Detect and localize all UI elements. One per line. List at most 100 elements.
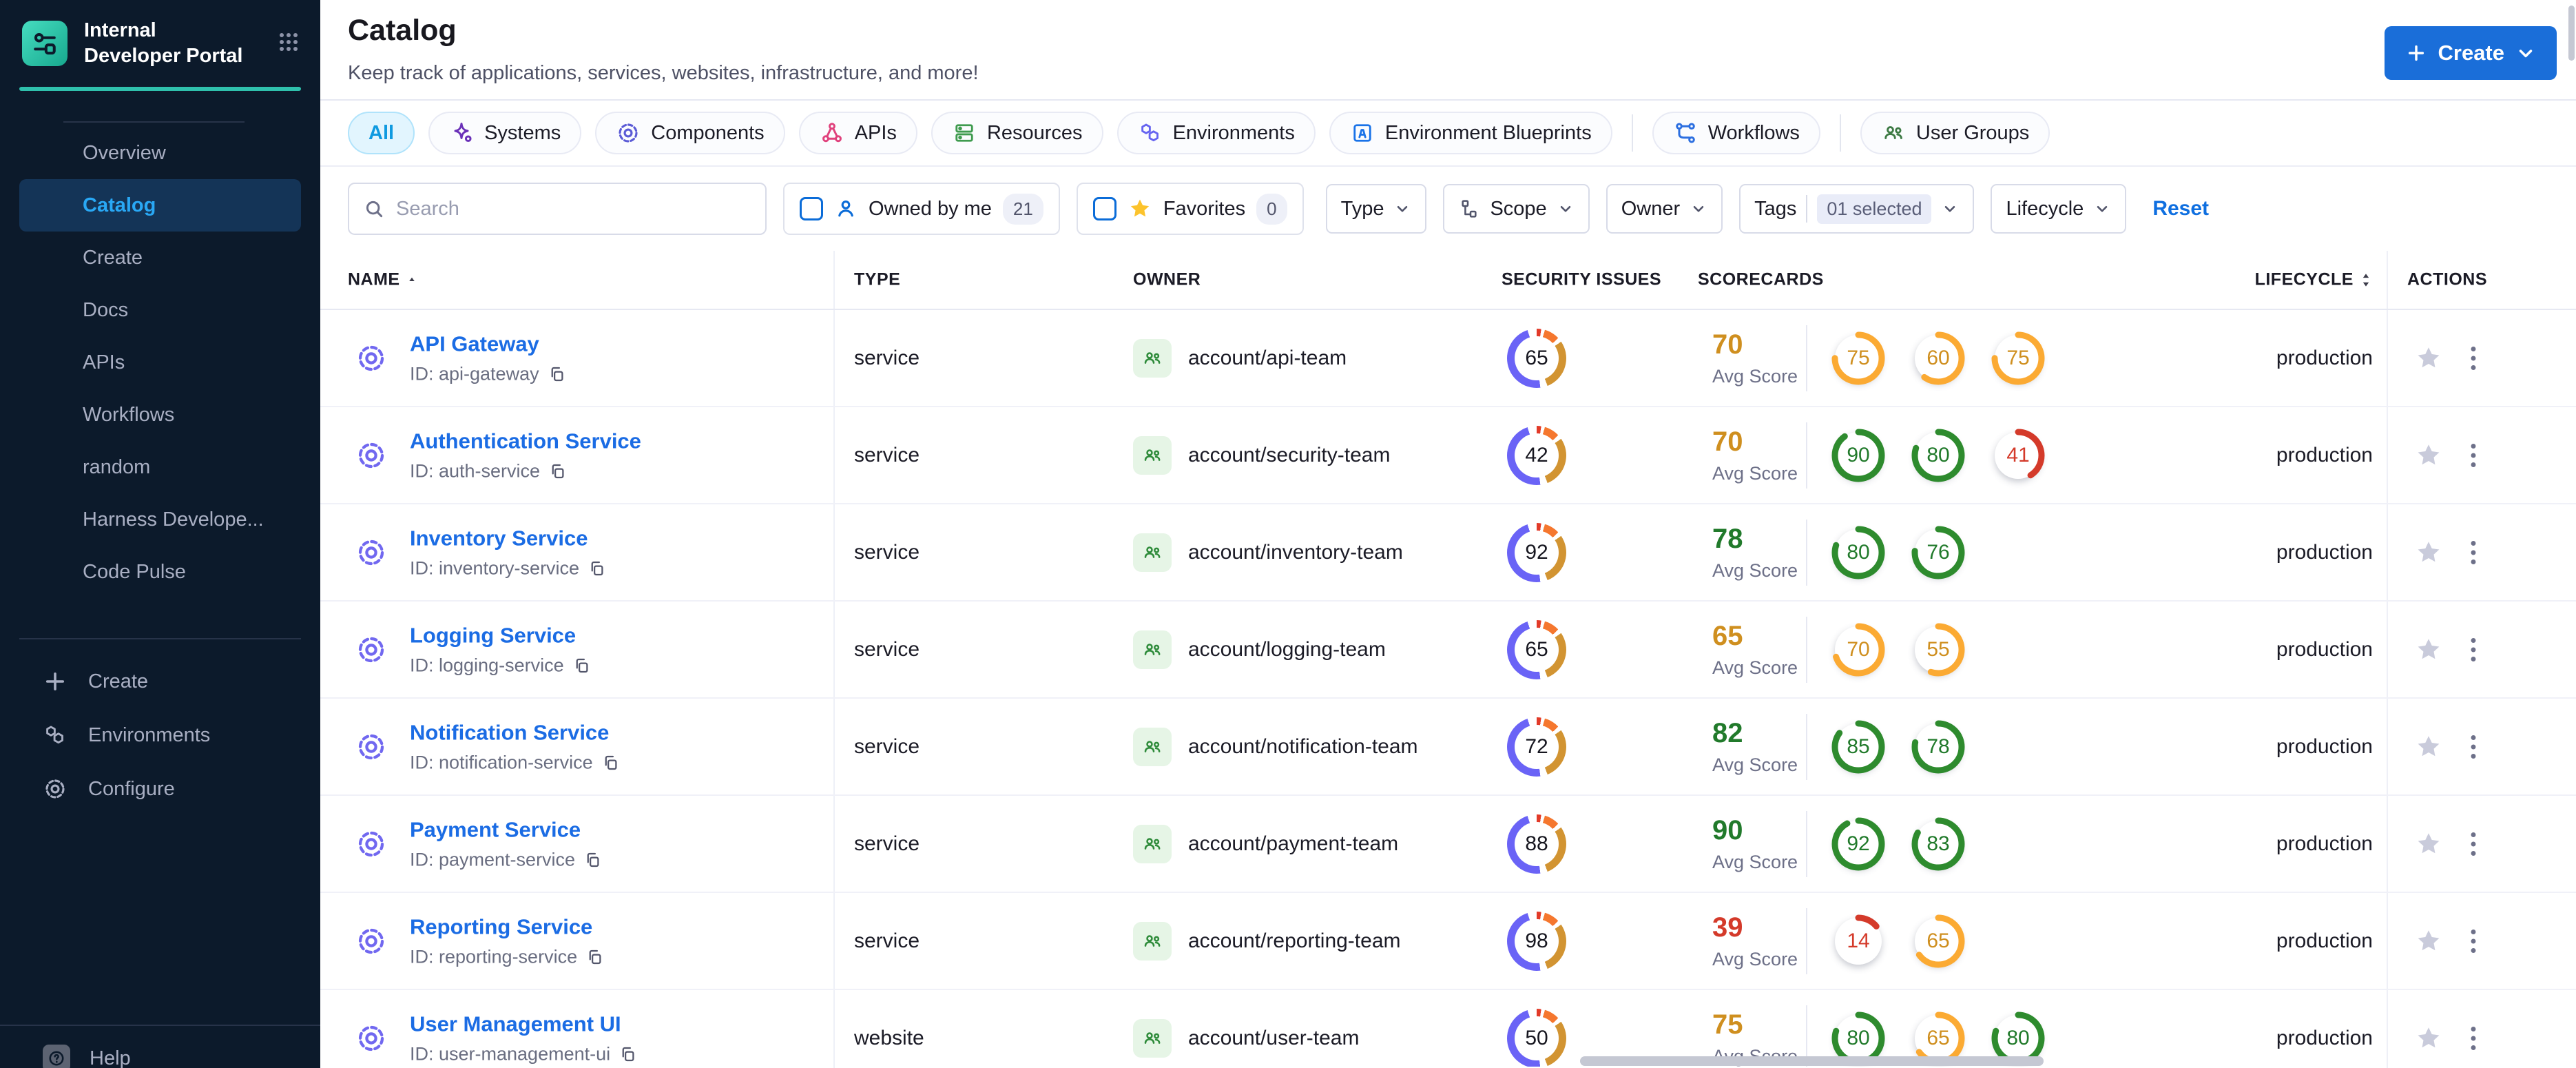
app-logo [22,21,67,67]
scope-dropdown[interactable]: Scope [1443,184,1590,234]
sidebar-item-workflows[interactable]: Workflows [19,389,301,441]
tab-resources[interactable]: Resources [931,112,1103,154]
scorecard-ring[interactable]: 78 [1909,717,1968,777]
app-grid-icon[interactable] [275,28,302,59]
favorite-star-icon[interactable] [2414,635,2443,664]
favorite-star-icon[interactable] [2414,830,2443,859]
copy-icon[interactable] [548,364,566,383]
vertical-scrollbar[interactable] [2568,6,2575,61]
copy-icon[interactable] [572,656,591,675]
tab-environment-blueprints[interactable]: Environment Blueprints [1329,112,1612,154]
tab-user-groups[interactable]: User Groups [1860,112,2050,154]
scorecard-ring[interactable]: 75 [1988,329,2048,388]
horizontal-scrollbar[interactable] [1580,1056,2044,1066]
scorecard-ring[interactable]: 76 [1909,523,1968,582]
scorecard-ring[interactable]: 55 [1909,620,1968,679]
user-groups-icon [1881,121,1906,145]
copy-icon[interactable] [583,850,602,869]
scorecard-ring[interactable]: 60 [1909,329,1968,388]
tab-environments[interactable]: Environments [1116,112,1316,154]
sidebar-item-overview[interactable]: Overview [19,127,301,179]
lifecycle-dropdown[interactable]: Lifecycle [1991,184,2127,234]
copy-icon[interactable] [588,559,606,577]
scorecard-ring[interactable]: 75 [1829,329,1888,388]
entity-name-link[interactable]: API Gateway [410,331,539,356]
row-menu-icon[interactable] [2461,538,2486,567]
reset-filters-link[interactable]: Reset [2152,197,2210,220]
tab-systems[interactable]: Systems [428,112,582,154]
scorecard-ring[interactable]: 65 [1909,912,1968,971]
copy-icon[interactable] [585,947,604,966]
favorite-star-icon[interactable] [2414,732,2443,761]
tab-workflows[interactable]: Workflows [1652,112,1820,154]
sidebar-item-label: Create [83,246,143,269]
sidebar-item-environments[interactable]: Environments [0,708,320,762]
scorecard-ring[interactable]: 92 [1829,814,1888,874]
favorite-star-icon[interactable] [2414,441,2443,470]
type-dropdown[interactable]: Type [1325,184,1427,234]
scorecard-ring[interactable]: 83 [1909,814,1968,874]
column-header-name[interactable]: NAME [348,270,418,290]
entity-name-link[interactable]: Payment Service [410,817,581,841]
scorecard-ring[interactable]: 70 [1829,620,1888,679]
row-menu-icon[interactable] [2461,441,2486,470]
entity-name-link[interactable]: Notification Service [410,720,610,744]
row-menu-icon[interactable] [2461,830,2486,859]
scorecard-ring[interactable]: 80 [1829,1009,1888,1067]
owned-by-me-filter[interactable]: Owned by me 21 [783,183,1060,235]
search-box[interactable] [348,183,767,235]
scorecard-ring[interactable]: 85 [1829,717,1888,777]
copy-icon[interactable] [548,462,567,480]
favorite-star-icon[interactable] [2414,538,2443,567]
column-header-owner[interactable]: OWNER [1133,269,1201,289]
sidebar-item-docs[interactable]: Docs [19,284,301,336]
sidebar-item-help[interactable]: Help [43,1045,131,1068]
copy-icon[interactable] [619,1045,637,1063]
favorites-checkbox[interactable] [1092,197,1116,220]
entity-name-link[interactable]: Reporting Service [410,914,593,938]
copy-icon[interactable] [601,753,620,772]
row-menu-icon[interactable] [2461,732,2486,761]
tab-components[interactable]: Components [595,112,785,154]
tags-dropdown[interactable]: Tags 01 selected [1739,184,1975,234]
sidebar-item-apis[interactable]: APIs [19,336,301,389]
owner-dropdown[interactable]: Owner [1606,184,1723,234]
sidebar-item-create[interactable]: Create [0,655,320,708]
favorite-star-icon[interactable] [2414,1024,2443,1053]
favorite-star-icon[interactable] [2414,344,2443,373]
avg-score-value: 78 [1712,523,1743,554]
row-menu-icon[interactable] [2461,1024,2486,1053]
tab-apis[interactable]: APIs [798,112,917,154]
favorite-star-icon[interactable] [2414,927,2443,956]
favorites-filter[interactable]: Favorites 0 [1076,183,1304,235]
row-menu-icon[interactable] [2461,635,2486,664]
owned-by-me-checkbox[interactable] [800,197,823,220]
create-button[interactable]: Create [2384,26,2557,80]
entity-name-link[interactable]: User Management UI [410,1011,621,1036]
avg-score-label: Avg Score [1712,462,1798,484]
scorecard-ring[interactable]: 90 [1829,426,1888,485]
column-header-security-issues[interactable]: SECURITY ISSUES [1502,269,1662,289]
sidebar-item-create[interactable]: Create [19,232,301,284]
sidebar-item-harness-develope[interactable]: Harness Develope... [19,493,301,546]
entity-name-link[interactable]: Inventory Service [410,526,588,550]
scorecard-ring[interactable]: 41 [1988,426,2048,485]
hexagons-icon [1138,121,1163,145]
scorecard-ring[interactable]: 14 [1829,912,1888,971]
search-input[interactable] [396,197,751,220]
scorecard-ring[interactable]: 80 [1829,523,1888,582]
row-menu-icon[interactable] [2461,344,2486,373]
row-menu-icon[interactable] [2461,927,2486,956]
column-header-scorecards[interactable]: SCORECARDS [1698,269,1824,289]
sidebar-item-catalog[interactable]: Catalog [19,179,301,232]
tab-all[interactable]: All [348,112,415,154]
sidebar-item-random[interactable]: random [19,441,301,493]
lifecycle-value: production [2276,832,2373,855]
entity-name-link[interactable]: Logging Service [410,623,577,647]
sidebar-item-code-pulse[interactable]: Code Pulse [19,546,301,598]
column-header-type[interactable]: TYPE [854,269,901,289]
scorecard-ring[interactable]: 80 [1909,426,1968,485]
sidebar-item-configure[interactable]: Configure [0,762,320,816]
column-header-lifecycle[interactable]: LIFECYCLE [2255,270,2373,290]
entity-name-link[interactable]: Authentication Service [410,429,641,453]
